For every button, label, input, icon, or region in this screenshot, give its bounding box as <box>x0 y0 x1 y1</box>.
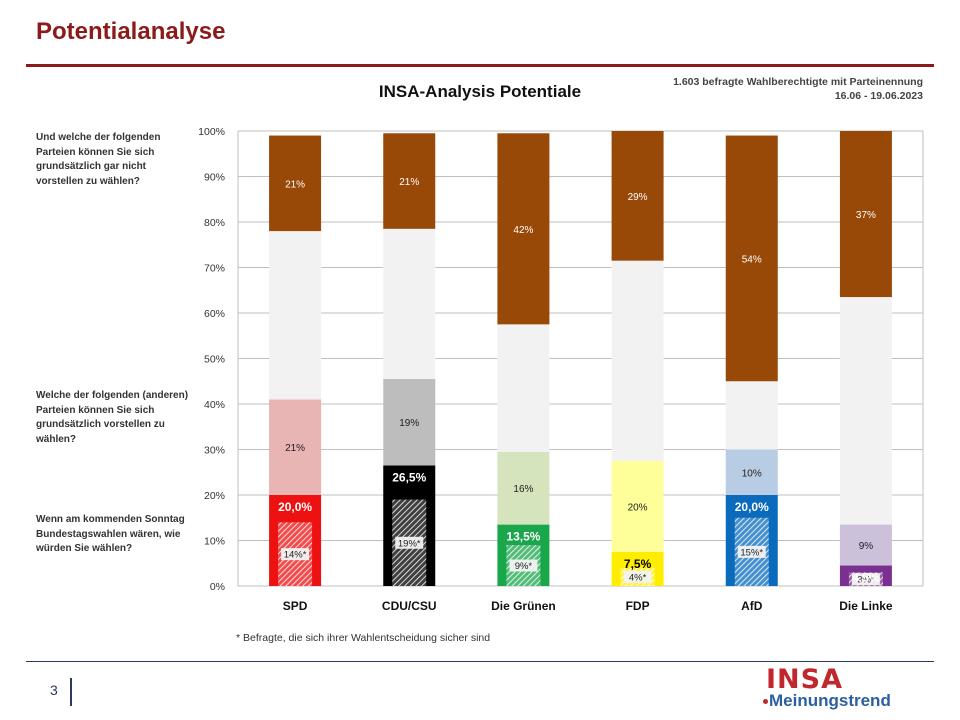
bar-segment-rejection <box>611 131 664 261</box>
rejection-value-label: 42% <box>513 225 533 236</box>
y-tick-label: 80% <box>204 217 225 229</box>
rejection-value-label: 37% <box>856 210 876 221</box>
sure-voter-label-bg <box>509 559 538 572</box>
logo-dot-icon <box>763 699 768 705</box>
rejection-value-label: 21% <box>285 179 305 190</box>
y-tick-label: 30% <box>204 445 225 457</box>
x-category-label: Die Linke <box>839 599 893 613</box>
bar-segment-undecided <box>383 228 436 379</box>
bar-segment-rejection <box>725 135 778 382</box>
bar-segment-potential <box>611 460 664 552</box>
y-tick-label: 40% <box>204 399 225 411</box>
bar-labels: 14%* 20,0% 21% 21% 19%* 26,5% 19% 21% 9%* 13,5% 16… <box>278 177 880 586</box>
page-number: 3 <box>50 682 58 698</box>
sure-voter-label-bg <box>623 570 652 583</box>
x-category-label: SPD <box>283 599 308 613</box>
question-vote: Wenn am kommenden Sonntag Bundestagswahl… <box>36 514 185 554</box>
y-tick-label: 70% <box>204 263 225 275</box>
bar-segment-undecided <box>725 381 778 450</box>
bar-segment-undecided <box>611 260 664 461</box>
footnote: * Befragte, die sich ihrer Wahlentscheid… <box>236 632 491 644</box>
potential-value-label: 10% <box>742 468 762 479</box>
vote-value-label: 13,5% <box>506 530 540 544</box>
chart-title: INSA-Analysis Potentiale <box>378 82 582 101</box>
vote-value-label: 20,0% <box>735 500 769 514</box>
sure-voter-label: 4%* <box>629 572 647 583</box>
sure-voter-label-bg <box>281 548 310 561</box>
y-tick-label: 100% <box>198 126 225 138</box>
sure-voter-label: 3%* <box>857 575 875 586</box>
sure-voter-label: 15%* <box>740 547 763 558</box>
rejection-value-label: 21% <box>399 177 419 188</box>
bar-segment-rejection <box>839 131 892 298</box>
y-tick-label: 20% <box>204 490 225 502</box>
survey-dates: 16.06 - 19.06.2023 <box>834 90 923 102</box>
rejection-value-label: 29% <box>628 192 648 203</box>
question-rejection: Und welche der folgenden Parteien können… <box>36 132 161 187</box>
potential-value-label: 9% <box>859 541 874 552</box>
question-potential: Welche der folgenden (anderen) Parteien … <box>36 390 189 445</box>
sure-voter-label-bg <box>737 545 766 558</box>
bar-segment-undecided <box>269 231 322 400</box>
bar-segment-undecided <box>839 297 892 525</box>
insa-logo: INSA Meinungstrend <box>763 664 923 716</box>
y-tick-label: 60% <box>204 308 225 320</box>
bar-segment-undecided <box>497 324 550 452</box>
rejection-value-label: 54% <box>742 254 762 265</box>
bars <box>269 131 892 586</box>
x-category-label: FDP <box>626 599 650 613</box>
x-category-label: CDU/CSU <box>382 599 437 613</box>
potential-value-label: 16% <box>513 484 533 495</box>
logo-insa-text: INSA <box>766 664 843 695</box>
grid-lines <box>238 130 923 587</box>
title-divider <box>26 64 934 67</box>
vote-value-label: 20,0% <box>278 500 312 514</box>
potential-value-label: 20% <box>628 502 648 513</box>
axes: 0% 10% 20% 30% 40% 50% 60% 70% 80% 90% 100% SPD CDU/… <box>198 126 924 613</box>
footer-divider <box>26 661 934 662</box>
bar-segment-rejection <box>383 133 436 229</box>
bar-segment-potential <box>269 399 322 495</box>
sure-voter-label: 19%* <box>398 538 421 549</box>
y-tick-label: 0% <box>210 581 225 593</box>
vote-value-label: 26,5% <box>392 470 426 484</box>
sure-voter-label-bg <box>851 573 880 586</box>
y-tick-label: 10% <box>204 536 225 548</box>
sure-voter-label-bg <box>395 536 424 549</box>
bar-segment-potential <box>839 524 892 566</box>
potential-value-label: 19% <box>399 418 419 429</box>
x-category-label: Die Grünen <box>491 599 556 613</box>
bar-segment-potential <box>497 451 550 525</box>
sample-size: 1.603 befragte Wahlberechtigte mit Parte… <box>673 76 923 88</box>
logo-subtitle: Meinungstrend <box>763 691 891 711</box>
sure-voter-label: 14%* <box>284 550 307 561</box>
logo-subtitle-text: Meinungstrend <box>769 691 891 710</box>
y-tick-label: 90% <box>204 172 225 184</box>
page-number-bar <box>70 678 72 706</box>
bar-segment-rejection <box>497 133 550 325</box>
x-category-label: AfD <box>741 599 763 613</box>
sample-info: 1.603 befragte Wahlberechtigte mit Parte… <box>673 75 923 103</box>
bar-segment-rejection <box>269 135 322 232</box>
potential-value-label: 21% <box>285 443 305 454</box>
bar-segment-potential <box>725 449 778 495</box>
vote-value-label: 7,5% <box>624 557 652 571</box>
y-tick-label: 50% <box>204 354 225 366</box>
vote-value-label: 4,5% <box>852 571 880 585</box>
page-title: Potentialanalyse <box>36 18 226 45</box>
bar-segment-potential <box>383 378 436 466</box>
sure-voter-label: 9%* <box>515 561 533 572</box>
